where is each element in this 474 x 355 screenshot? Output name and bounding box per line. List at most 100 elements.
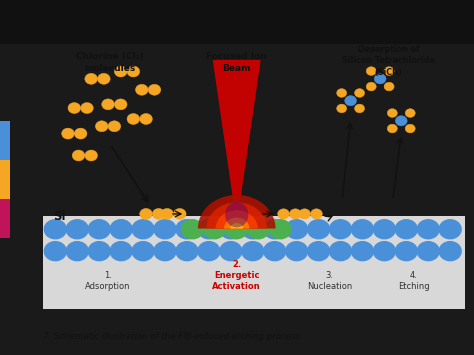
Wedge shape: [224, 218, 249, 229]
Circle shape: [374, 242, 395, 261]
Circle shape: [374, 220, 395, 239]
Circle shape: [198, 220, 220, 239]
Circle shape: [140, 114, 152, 125]
Circle shape: [395, 220, 417, 239]
Circle shape: [337, 104, 346, 113]
Circle shape: [417, 220, 439, 239]
Circle shape: [127, 114, 140, 125]
Circle shape: [127, 66, 140, 77]
Circle shape: [242, 220, 264, 239]
Circle shape: [95, 121, 108, 132]
Circle shape: [405, 124, 415, 133]
Circle shape: [66, 220, 88, 239]
Circle shape: [290, 209, 301, 219]
Circle shape: [387, 124, 397, 133]
Circle shape: [439, 242, 461, 261]
Circle shape: [88, 242, 110, 261]
Circle shape: [345, 95, 356, 106]
Circle shape: [108, 121, 121, 132]
Circle shape: [329, 220, 351, 239]
Circle shape: [154, 220, 176, 239]
Circle shape: [148, 84, 161, 95]
Circle shape: [45, 220, 66, 239]
Circle shape: [220, 220, 242, 239]
Circle shape: [81, 103, 93, 114]
Circle shape: [417, 242, 439, 261]
Circle shape: [136, 84, 148, 95]
Circle shape: [395, 242, 417, 261]
Circle shape: [384, 67, 394, 75]
Circle shape: [286, 242, 308, 261]
Circle shape: [173, 208, 186, 219]
Circle shape: [182, 220, 203, 239]
Circle shape: [351, 242, 374, 261]
Text: Desorption of
Silicon Tetrachloride
(SiCl₄): Desorption of Silicon Tetrachloride (SiC…: [342, 45, 435, 77]
Circle shape: [355, 104, 365, 113]
Circle shape: [176, 220, 198, 239]
Circle shape: [161, 208, 173, 219]
Circle shape: [395, 116, 407, 126]
Circle shape: [242, 242, 264, 261]
Circle shape: [114, 66, 127, 77]
Circle shape: [110, 220, 132, 239]
Circle shape: [198, 242, 220, 261]
Ellipse shape: [225, 202, 248, 228]
Circle shape: [72, 150, 85, 161]
Circle shape: [278, 209, 290, 219]
Circle shape: [264, 242, 286, 261]
Circle shape: [366, 82, 376, 91]
Circle shape: [374, 74, 386, 84]
Circle shape: [110, 242, 132, 261]
Circle shape: [203, 220, 225, 239]
Circle shape: [247, 220, 269, 239]
Wedge shape: [198, 195, 275, 229]
Circle shape: [88, 220, 110, 239]
Circle shape: [140, 208, 152, 219]
Text: Si: Si: [53, 210, 66, 223]
Circle shape: [405, 109, 415, 118]
Circle shape: [387, 109, 397, 118]
Circle shape: [98, 73, 110, 84]
Circle shape: [154, 242, 176, 261]
Circle shape: [439, 220, 461, 239]
Circle shape: [355, 89, 365, 97]
Circle shape: [85, 73, 98, 84]
Circle shape: [132, 242, 154, 261]
Circle shape: [114, 99, 127, 110]
Circle shape: [132, 220, 154, 239]
Circle shape: [269, 220, 291, 239]
Circle shape: [102, 99, 114, 110]
Circle shape: [225, 220, 247, 239]
Text: 1.
Adsorption: 1. Adsorption: [85, 271, 131, 291]
Circle shape: [351, 220, 374, 239]
Circle shape: [66, 242, 88, 261]
Circle shape: [286, 220, 308, 239]
Text: Chlorine (Cl₂)
molecules: Chlorine (Cl₂) molecules: [76, 52, 144, 73]
Text: Focused Ion
Beam: Focused Ion Beam: [206, 52, 267, 73]
Circle shape: [384, 82, 394, 91]
Circle shape: [310, 209, 322, 219]
Circle shape: [74, 128, 87, 139]
Text: 2.
Energetic
Activation: 2. Energetic Activation: [212, 260, 261, 291]
Circle shape: [329, 242, 351, 261]
Wedge shape: [206, 202, 267, 229]
Text: 7. Schematic illustration of the FIB-induced etching process: 7. Schematic illustration of the FIB-ind…: [43, 332, 300, 341]
Circle shape: [62, 128, 74, 139]
Circle shape: [366, 67, 376, 75]
Circle shape: [264, 220, 286, 239]
Circle shape: [308, 242, 329, 261]
Polygon shape: [213, 61, 260, 220]
Circle shape: [308, 220, 329, 239]
Text: 3.
Nucleation: 3. Nucleation: [307, 271, 352, 291]
Circle shape: [45, 242, 66, 261]
Text: 4.
Etching: 4. Etching: [398, 271, 430, 291]
Circle shape: [85, 150, 98, 161]
Wedge shape: [230, 223, 243, 229]
Circle shape: [299, 209, 310, 219]
Circle shape: [68, 103, 81, 114]
Bar: [43, 216, 465, 309]
Circle shape: [220, 242, 242, 261]
Circle shape: [176, 242, 198, 261]
Circle shape: [152, 208, 165, 219]
Circle shape: [337, 89, 346, 97]
